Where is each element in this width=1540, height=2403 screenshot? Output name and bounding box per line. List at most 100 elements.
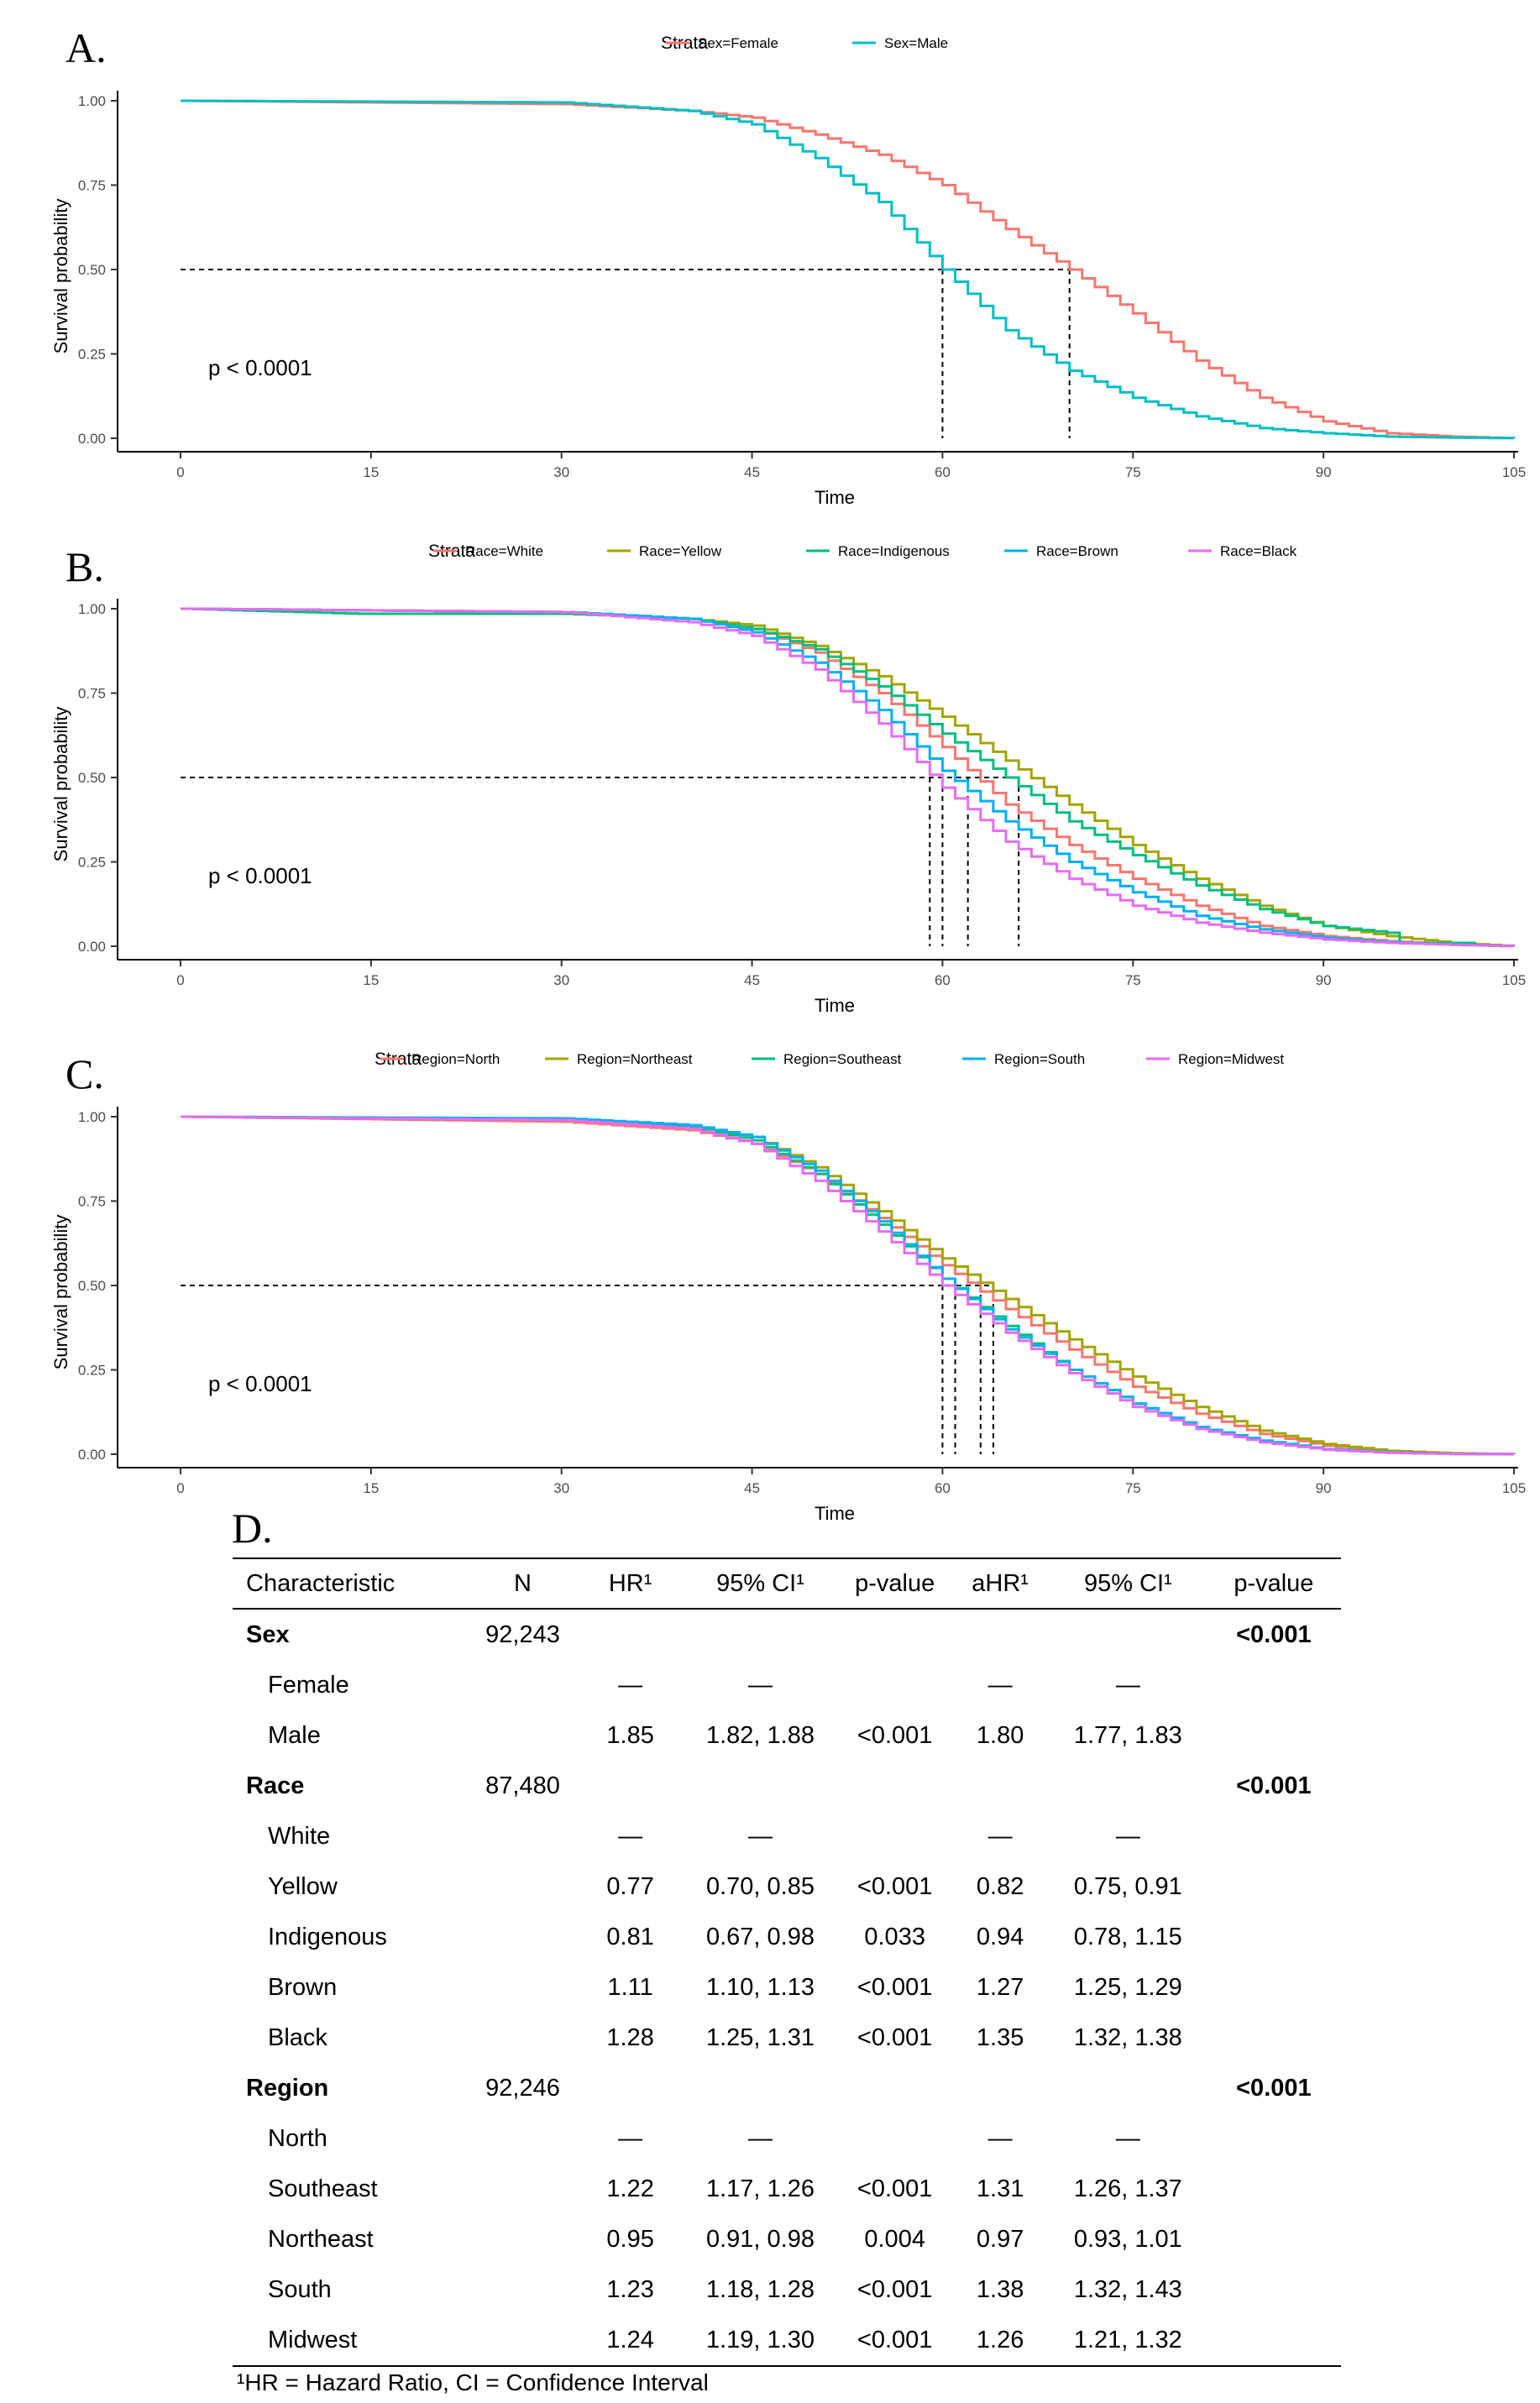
table-cell	[467, 1710, 579, 1761]
table-cell	[1207, 1660, 1341, 1710]
table-cell: 0.004	[864, 2225, 925, 2253]
table-row: Male 1.85 1.82, 1.88 <0.001 1.80 1.77, 1.83	[233, 1710, 1341, 1761]
table-cell: 1.26, 1.37	[1073, 2175, 1182, 2202]
table-cell: 1.21, 1.32	[1049, 2315, 1207, 2367]
table-row: Indigenous 0.81 0.67, 0.98 0.033 0.94 0.78, 1…	[233, 1912, 1341, 1962]
column-header: 95% CI¹	[1049, 1558, 1207, 1610]
legend-label: Sex=Male	[884, 35, 948, 51]
table-cell: <0.001	[856, 1872, 933, 1900]
x-tick-label: 0	[176, 464, 184, 480]
table-row: Female — — — —	[233, 1660, 1341, 1710]
km-chart-race: 0.00 0.25 0.50 0.75 1.00 0 15 30 45 60 75 90 105 Time…	[50, 542, 1526, 1016]
table-row: Southeast 1.22 1.17, 1.26 <0.001 1.31 1.26, 1…	[233, 2164, 1341, 2214]
table-cell: 1.23	[606, 2275, 654, 2303]
p-value-annotation: p < 0.0001	[208, 863, 312, 888]
x-tick-label: 30	[553, 972, 569, 988]
row-label: Southeast	[268, 2175, 378, 2202]
table-cell: <0.001	[856, 2175, 933, 2202]
x-tick-label: 75	[1125, 972, 1141, 988]
table-cell	[467, 1811, 579, 1861]
legend-label: Sex=Female	[698, 35, 778, 51]
p-value-annotation: p < 0.0001	[208, 1371, 312, 1396]
table-cell	[467, 2013, 579, 2063]
hazard-ratio-table-wrapper: Characteristic N HR¹ 95% CI¹ p-value aHR¹ 95% …	[233, 1558, 1341, 2367]
y-tick-label: 0.50	[78, 770, 106, 786]
table-cell: <0.001	[1236, 1772, 1312, 1799]
table-cell: 0.97	[976, 2225, 1024, 2253]
table-cell: <0.001	[856, 2023, 933, 2051]
table-cell: 92,246	[485, 2074, 560, 2102]
row-label: Yellow	[268, 1872, 338, 1900]
legend-label: Region=Southeast	[783, 1051, 902, 1067]
x-tick-label: 90	[1316, 1480, 1332, 1496]
table-cell: 0.033	[864, 1923, 925, 1950]
table-cell: 1.32, 1.43	[1073, 2275, 1182, 2303]
table-cell: <0.001	[856, 1973, 933, 2001]
x-axis-title: Time	[815, 487, 855, 508]
table-cell: 1.19, 1.30	[682, 2315, 839, 2367]
table-cell: 0.75, 0.91	[1073, 1872, 1182, 1900]
column-header: HR¹	[579, 1558, 683, 1610]
table-cell	[951, 1761, 1049, 1811]
table-cell	[682, 2063, 839, 2113]
table-cell	[951, 2063, 1049, 2113]
column-header: 95% CI¹	[682, 1558, 839, 1610]
table-cell: 1.31	[976, 2175, 1024, 2202]
y-tick-label: 0.00	[78, 1447, 106, 1463]
panel-label-d: D.	[232, 1505, 273, 1552]
table-cell: 0.77	[606, 1872, 654, 1900]
x-tick-label: 30	[553, 1480, 569, 1496]
panel-label-a: A.	[65, 24, 107, 71]
table-cell	[1050, 1609, 1207, 1660]
table-cell	[951, 1609, 1049, 1660]
table-cell: <0.001	[856, 2275, 933, 2303]
y-axis-title: Survival probability	[50, 707, 71, 862]
table-cell: 0.78, 1.15	[1073, 1923, 1182, 1950]
x-tick-label: 105	[1502, 1480, 1526, 1496]
column-header: Characteristic	[233, 1558, 467, 1610]
row-label: Sex	[246, 1620, 290, 1648]
p-value-annotation: p < 0.0001	[208, 355, 312, 380]
table-body: Sex 92,243 <0.001 Female — — — — Male 1.85 1.82, 1…	[233, 1609, 1341, 2367]
table-cell: 1.17, 1.26	[705, 2175, 815, 2202]
table-header-row: Characteristic N HR¹ 95% CI¹ p-value aHR¹ 95% …	[233, 1558, 1341, 1610]
table-group-row: Sex 92,243 <0.001	[233, 1609, 1341, 1660]
table-row: Brown 1.11 1.10, 1.13 <0.001 1.27 1.25, 1.29	[233, 1962, 1341, 2013]
table-cell	[467, 1912, 579, 1962]
table-cell: <0.001	[1236, 1620, 1312, 1648]
x-tick-label: 60	[935, 464, 951, 480]
table-cell	[467, 2113, 579, 2164]
table-cell	[1207, 1912, 1341, 1962]
table-row: Northeast 0.95 0.91, 0.98 0.004 0.97 0.93, 1.…	[233, 2214, 1341, 2264]
column-header: aHR¹	[951, 1558, 1050, 1610]
table-cell	[682, 1761, 839, 1811]
table-group-row: Race 87,480 <0.001	[233, 1761, 1341, 1811]
table-cell: —	[987, 2124, 1013, 2152]
x-axis-title: Time	[815, 995, 855, 1016]
x-tick-label: 45	[744, 464, 760, 480]
row-label: Brown	[268, 1973, 338, 2001]
table-cell: 1.10, 1.13	[705, 1973, 815, 2001]
table-cell: 0.70, 0.85	[705, 1872, 815, 1900]
table-row: North — — — —	[233, 2113, 1341, 2164]
table-cell: 1.25, 1.29	[1073, 1973, 1182, 2001]
x-tick-label: 15	[363, 464, 379, 480]
row-label: White	[268, 1822, 331, 1850]
table-cell: —	[618, 1671, 643, 1699]
x-tick-label: 30	[553, 464, 569, 480]
legend-label: Race=Indigenous	[838, 543, 950, 559]
legend-label: Region=South	[994, 1051, 1085, 1067]
table-cell: 0.91, 0.98	[705, 2225, 815, 2253]
table-cell	[467, 1660, 579, 1710]
table-cell	[1050, 1761, 1207, 1811]
table-cell: 1.38	[976, 2275, 1024, 2303]
y-tick-label: 0.50	[78, 1278, 106, 1294]
column-header: p-value	[1206, 1558, 1341, 1610]
table-cell: —	[747, 1671, 773, 1699]
table-cell	[1206, 2315, 1341, 2367]
legend-label: Region=Midwest	[1178, 1051, 1284, 1067]
table-cell	[839, 1660, 951, 1710]
table-cell: 1.25, 1.31	[705, 2023, 815, 2051]
y-tick-label: 0.25	[78, 1363, 106, 1379]
table-cell: —	[987, 1822, 1013, 1850]
